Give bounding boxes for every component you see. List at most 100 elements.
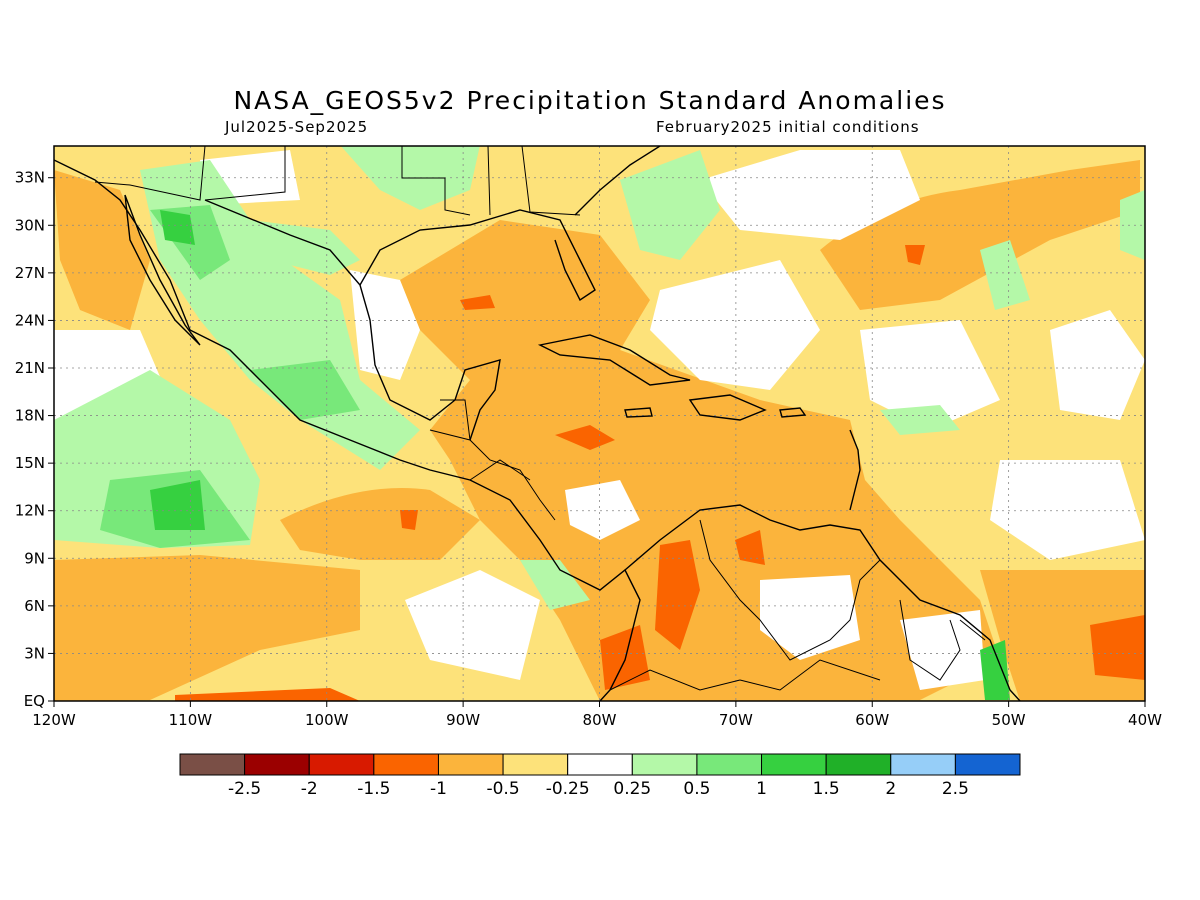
x-tick-label: 80W	[583, 711, 617, 729]
border-colombia-ecuador	[609, 669, 741, 691]
y-tick-label: 24N	[15, 311, 45, 329]
coast-baja	[124, 194, 201, 346]
field-green-texas	[250, 220, 360, 275]
field-hotspot-7	[735, 530, 765, 565]
field-white-bahamas	[650, 260, 820, 390]
field-green-pacific-core	[150, 480, 205, 530]
colorbar-swatch	[244, 753, 310, 776]
coast-us-gulf	[359, 209, 596, 302]
y-tick-label: 3N	[24, 644, 45, 662]
colorbar-label: 0.5	[683, 779, 710, 799]
field-green-sierra	[250, 360, 360, 420]
colorbar-swatch	[567, 753, 633, 776]
colorbar-swatch	[373, 753, 439, 776]
x-tick-label: 40W	[1128, 711, 1162, 729]
coast-jamaica	[624, 407, 653, 418]
x-tick-label: 100W	[305, 711, 349, 729]
x-tick-label: 50W	[992, 711, 1026, 729]
forecast-period: Jul2025-Sep2025	[225, 118, 369, 136]
y-tick-label: 33N	[15, 169, 45, 187]
colorbar-swatch	[761, 753, 827, 776]
y-tick-label: 9N	[24, 549, 45, 567]
colorbar-label: -1	[430, 779, 447, 799]
colorbar-swatch	[631, 753, 698, 776]
field-orange-pacific	[54, 555, 360, 701]
field-white-atlantic-1	[860, 320, 1000, 430]
colorbar-swatch	[308, 753, 375, 776]
x-tick-label: 120W	[32, 711, 76, 729]
colorbar-label: 2.5	[942, 779, 969, 799]
border-central-america	[429, 429, 556, 521]
chart-title: NASA_GEOS5v2 Precipitation Standard Anom…	[233, 86, 947, 115]
field-white-north	[700, 150, 920, 240]
border-us-south	[401, 146, 471, 216]
coast-lesser-antilles	[849, 429, 861, 511]
colorbar-label: -0.25	[546, 779, 590, 799]
x-tick-label: 90W	[446, 711, 480, 729]
borders	[94, 146, 986, 691]
field-hotspot-9	[175, 688, 360, 701]
field-green-costa-rica	[520, 560, 590, 610]
field-white-ep	[405, 570, 540, 680]
border-guianas	[899, 599, 986, 681]
colorbar-label: 1.5	[813, 779, 840, 799]
colorbar-label: 1	[756, 779, 767, 799]
colorbar-swatch	[825, 753, 892, 776]
colorbar-label: -2.5	[228, 779, 261, 799]
y-tick-label: EQ	[24, 692, 45, 710]
y-tick-label: 15N	[15, 454, 45, 472]
coastlines	[54, 146, 1021, 701]
coast-gulf	[204, 199, 501, 441]
field-white-atlantic-3	[1050, 310, 1145, 420]
colorbar-label: -0.5	[486, 779, 519, 799]
border-central-america-2	[440, 399, 531, 481]
field-orange-pacific-north	[280, 488, 480, 560]
y-tick-label: 6N	[24, 597, 45, 615]
field-green-atlantic-b	[1120, 190, 1145, 260]
coast-puerto-rico	[779, 407, 807, 418]
field-hotspot-3	[655, 540, 700, 650]
border-us-mexico	[94, 146, 206, 201]
coast-south-america	[624, 504, 1021, 701]
x-axis: 120W 110W 100W 90W 80W 70W 60W 50W 40W	[32, 701, 1162, 729]
field-white-guianas	[900, 610, 985, 690]
field-green-atlantic-a	[980, 240, 1030, 310]
colorbar-label: -2	[301, 779, 318, 799]
colorbar-swatch	[179, 753, 246, 776]
field-white-gulf	[350, 270, 420, 380]
y-tick-label: 12N	[15, 502, 45, 520]
field-hotspot-8	[905, 245, 925, 265]
map-grid	[54, 146, 1145, 701]
border-colombia-venezuela	[699, 519, 881, 661]
colorbar-swatch	[954, 753, 1021, 776]
field-white-venezuela	[760, 575, 860, 660]
field-green-amazon-mouth	[980, 640, 1010, 700]
border-brazil	[739, 659, 881, 691]
y-tick-label: 30N	[15, 216, 45, 234]
colorbar: -2.5 -2 -1.5 -1 -0.5 -0.25 0.25 0.5 1 1.5 2 2.5	[179, 753, 1021, 799]
field-hotspot-5	[1090, 615, 1145, 680]
y-tick-label: 21N	[15, 359, 45, 377]
field-white-panama	[565, 480, 640, 540]
colorbar-swatch	[437, 753, 504, 776]
colorbar-swatch	[890, 753, 956, 776]
x-tick-label: 70W	[719, 711, 753, 729]
y-tick-label: 18N	[15, 407, 45, 425]
colorbar-swatch	[696, 753, 763, 776]
coast-us-atlantic	[574, 146, 661, 216]
y-axis: EQ 3N 6N 9N 12N 15N 18N 21N 24N 27N 30N 33N	[15, 169, 54, 710]
y-tick-label: 27N	[15, 264, 45, 282]
colorbar-swatch	[502, 753, 569, 776]
initial-conditions: February2025 initial conditions	[656, 118, 920, 136]
colorbar-label: 2	[885, 779, 896, 799]
field-green-atlantic-coast	[620, 150, 720, 260]
field-hotspot-6	[400, 510, 418, 530]
field-hotspot-2	[460, 295, 495, 310]
border-us-south-2	[487, 146, 581, 216]
x-tick-label: 110W	[169, 711, 213, 729]
colorbar-label: -1.5	[357, 779, 390, 799]
field-white-atlantic-2	[990, 460, 1145, 560]
colorbar-label: 0.25	[613, 779, 651, 799]
coast-mexico-pacific	[54, 159, 641, 701]
